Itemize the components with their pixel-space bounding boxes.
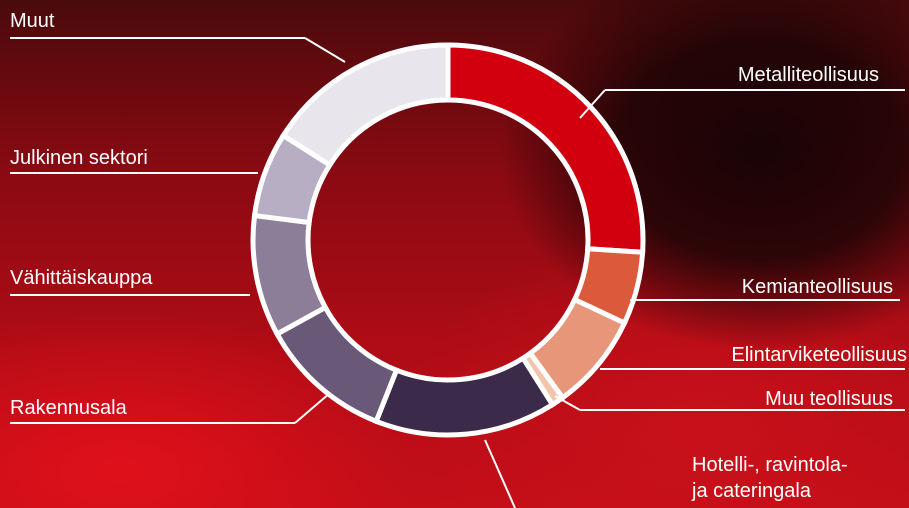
segment-label: Vähittäiskauppa bbox=[10, 265, 152, 291]
segment-label: Elintarviketeollisuus bbox=[731, 342, 907, 368]
leader-line bbox=[295, 393, 330, 423]
donut-segment bbox=[448, 45, 643, 252]
segment-label: Muut bbox=[10, 8, 54, 34]
segment-label: Muu teollisuus bbox=[765, 386, 893, 412]
segment-label: Rakennusala bbox=[10, 395, 127, 421]
donut-segment bbox=[283, 45, 448, 165]
segment-label: Kemianteollisuus bbox=[742, 274, 893, 300]
segment-label: Metalliteollisuus bbox=[738, 62, 879, 88]
segment-label: Julkinen sektori bbox=[10, 145, 148, 171]
segment-label: Hotelli-, ravintola- ja cateringala bbox=[692, 452, 848, 504]
donut-segment bbox=[376, 358, 552, 435]
donut-segment bbox=[253, 216, 325, 334]
leader-line bbox=[485, 440, 515, 508]
chart: Metalliteollisuus Kemianteollisuus Elintar… bbox=[0, 0, 909, 508]
leader-line bbox=[305, 38, 345, 62]
